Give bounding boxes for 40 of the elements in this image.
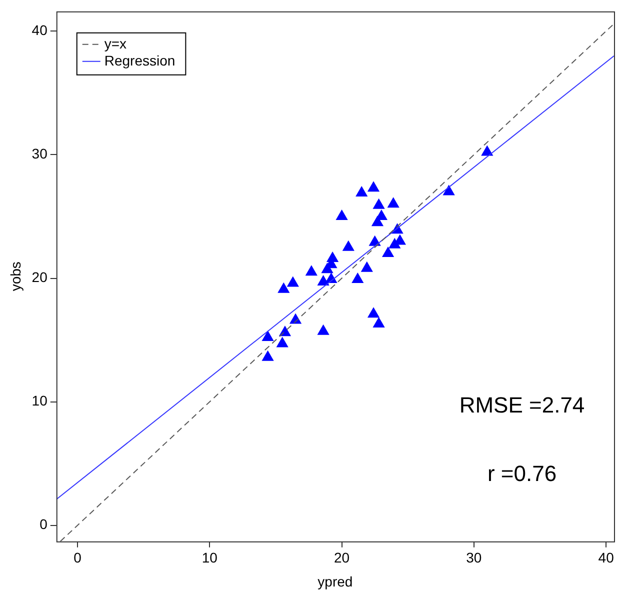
x-tick-label: 40	[598, 550, 614, 566]
annotation: r =0.76	[487, 461, 557, 486]
x-tick-label: 30	[466, 550, 482, 566]
point	[356, 186, 368, 197]
point	[262, 350, 274, 361]
point	[368, 182, 380, 192]
point	[443, 185, 455, 196]
point	[368, 308, 380, 318]
x-tick-label: 10	[202, 550, 218, 566]
point	[262, 331, 274, 342]
point	[373, 198, 384, 209]
point	[336, 210, 348, 220]
point	[278, 282, 290, 293]
point	[276, 337, 288, 348]
point	[318, 324, 329, 335]
x-tick-label: 0	[74, 550, 82, 566]
point	[306, 266, 318, 276]
point	[372, 216, 384, 226]
legend-label: Regression	[104, 52, 176, 68]
point	[352, 272, 364, 283]
y-axis-title: yobs	[7, 262, 24, 292]
point	[342, 240, 354, 251]
point	[481, 146, 493, 156]
annotation: RMSE =2.74	[459, 392, 585, 418]
x-tick-label: 20	[334, 550, 350, 566]
point	[361, 262, 373, 272]
point	[388, 198, 400, 208]
point	[388, 238, 400, 248]
legend-label: y=x	[104, 35, 127, 52]
y-tick-label: 0	[40, 516, 48, 532]
y-tick-label: 40	[32, 22, 48, 38]
point	[287, 276, 299, 287]
point	[318, 275, 329, 286]
point	[382, 247, 394, 258]
point	[373, 317, 384, 328]
y-tick-label: 30	[32, 146, 48, 162]
x-axis-title: ypred	[318, 573, 353, 590]
point	[322, 263, 333, 274]
y-tick-label: 20	[32, 269, 48, 286]
y-tick-label: 10	[32, 392, 48, 409]
